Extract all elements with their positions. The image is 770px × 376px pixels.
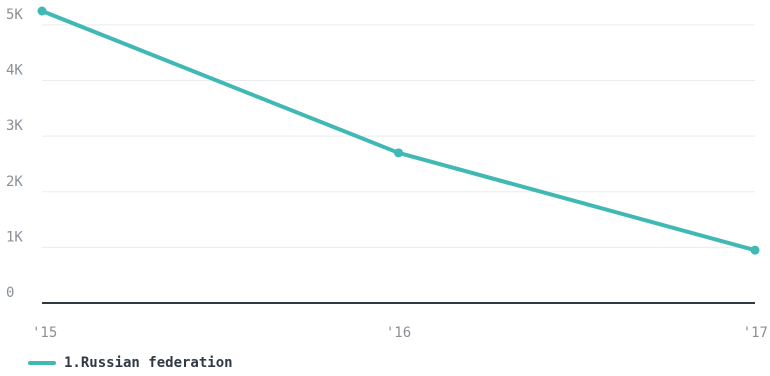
series-line[interactable]: [40, 9, 757, 253]
data-point[interactable]: [394, 148, 403, 158]
y-tick-label: 1K: [6, 229, 23, 245]
series-layer: [37, 6, 760, 255]
legend-label[interactable]: 1.Russian federation: [64, 355, 233, 371]
y-tick-label: 0: [6, 285, 14, 301]
x-tick-label: '15: [32, 325, 57, 341]
grid-lines: [42, 24, 755, 304]
line-chart: 0 1K 2K 3K 4K 5K '15 '16 '17: [6, 6, 768, 341]
legend-swatch: [28, 361, 56, 365]
y-axis-ticks: 0 1K 2K 3K 4K 5K: [6, 7, 23, 301]
data-point[interactable]: [37, 6, 47, 16]
y-tick-label: 5K: [6, 7, 23, 23]
legend: 1.Russian federation: [28, 355, 233, 371]
y-tick-label: 3K: [6, 118, 23, 134]
y-tick-label: 2K: [6, 174, 23, 190]
x-tick-label: '17: [743, 325, 768, 341]
x-tick-label: '16: [386, 325, 411, 341]
y-tick-label: 4K: [6, 63, 23, 79]
x-axis-ticks: '15 '16 '17: [32, 325, 768, 341]
data-point[interactable]: [750, 245, 760, 255]
